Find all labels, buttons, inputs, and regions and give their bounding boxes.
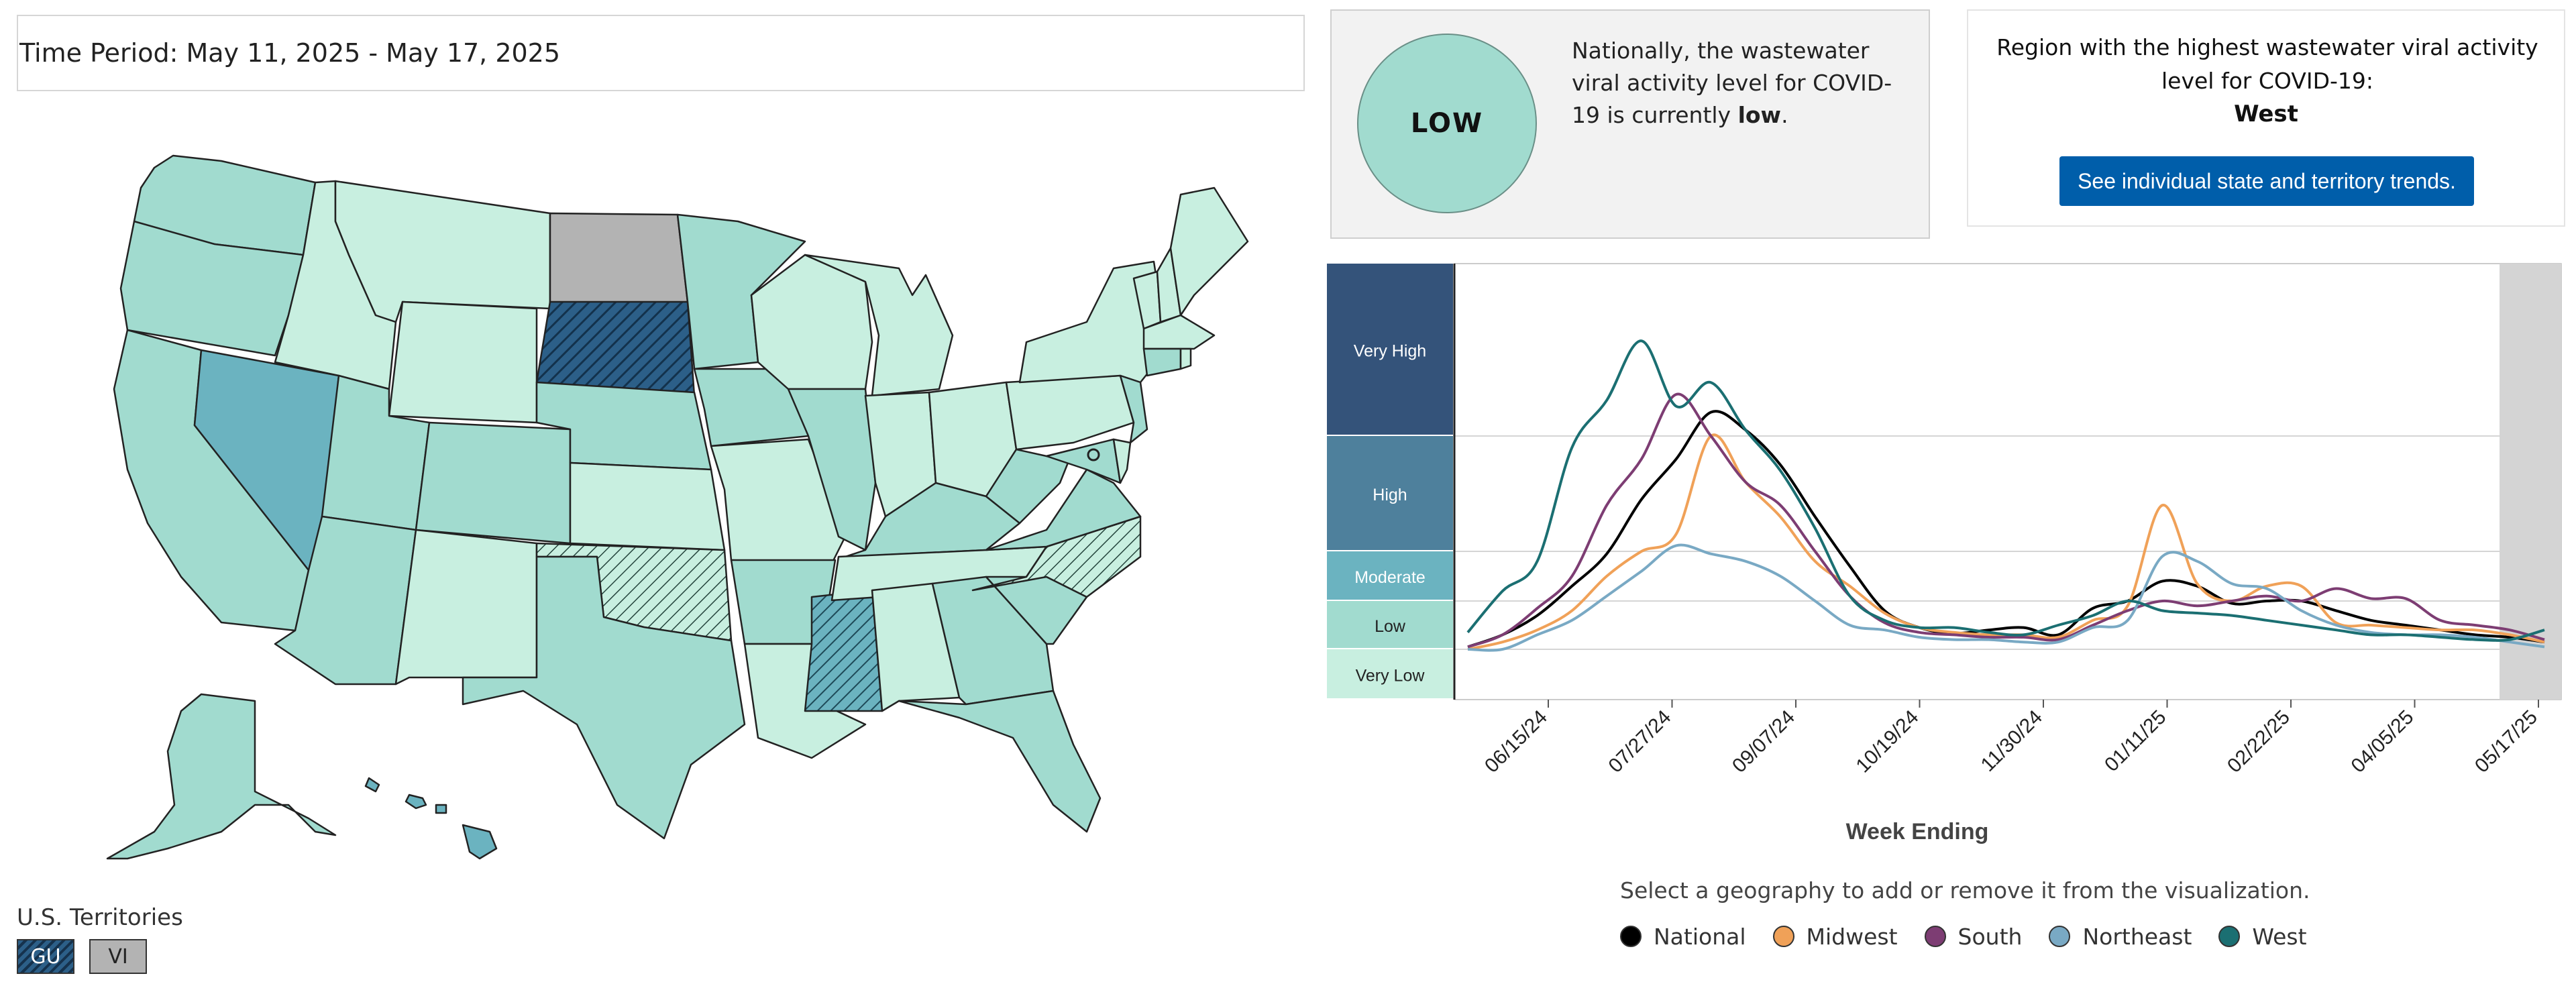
legend-label-south: South (1957, 923, 2023, 950)
state-NC[interactable] (971, 515, 1142, 598)
state-AK[interactable] (106, 693, 337, 860)
series-line-west (1466, 339, 2545, 642)
national-level-badge: LOW (1357, 34, 1537, 213)
legend-label-national: National (1654, 923, 1746, 950)
state-NJ[interactable] (1119, 374, 1148, 444)
series-line-national (1467, 410, 2545, 649)
legend-midwest[interactable]: Midwest (1772, 923, 1898, 950)
x-tick-label-1: 07/27/24 (1605, 706, 1676, 777)
x-tick-label-0: 06/15/24 (1481, 706, 1552, 777)
legend-label-midwest: Midwest (1806, 923, 1898, 950)
state-AL[interactable] (871, 582, 961, 712)
territories-label: U.S. Territories (17, 904, 183, 931)
x-tick-label-3: 10/19/24 (1852, 706, 1923, 777)
territory-gu[interactable]: GU (17, 939, 74, 974)
legend-dot-west (2218, 926, 2241, 947)
state-KS[interactable] (569, 461, 726, 551)
state-DE[interactable] (1112, 438, 1132, 484)
state-SD[interactable] (535, 300, 696, 397)
region-name: West (2234, 101, 2298, 127)
state-OR[interactable] (119, 220, 305, 357)
state-RI[interactable] (1179, 347, 1192, 370)
state-CT[interactable] (1142, 347, 1182, 377)
state-HI[interactable] (364, 777, 498, 860)
x-tick-label-4: 11/30/24 (1977, 706, 2047, 776)
state-CO[interactable] (415, 421, 572, 545)
state-MA[interactable] (1142, 314, 1216, 350)
series-line-south (1467, 392, 2545, 649)
current-week-shade (2500, 264, 2561, 700)
national-level-period: . (1781, 102, 1788, 128)
national-level-panel: LOW Nationally, the wastewater viral act… (1330, 9, 1930, 239)
state-TX[interactable] (462, 555, 746, 840)
level-band-label-2: Moderate (1354, 568, 1426, 587)
x-tick-label-6: 02/22/25 (2223, 706, 2294, 777)
legend-west[interactable]: West (2218, 923, 2307, 950)
trend-chart: Very High High Moderate Low Very Low 06/15/24… (1327, 263, 2562, 844)
state-trends-button[interactable]: See individual state and territory trend… (2059, 156, 2474, 206)
x-tick-label-8: 05/17/25 (2471, 706, 2542, 777)
state-FL[interactable] (898, 690, 1102, 833)
legend-dot-midwest (1772, 926, 1794, 947)
level-band-label-1: High (1373, 486, 1407, 504)
time-period-label: Time Period: May 11, 2025 - May 17, 2025 (17, 15, 1305, 91)
national-level-word: low (1737, 102, 1782, 128)
national-level-sentence: Nationally, the wastewater viral activit… (1572, 38, 1892, 128)
legend-dot-northeast (2049, 926, 2071, 947)
territory-vi[interactable]: VI (89, 939, 147, 974)
dc-marker[interactable] (1087, 448, 1100, 461)
legend-dot-south (1924, 926, 1946, 947)
level-band-label-4: Very Low (1356, 667, 1426, 686)
legend-south[interactable]: South (1924, 923, 2023, 950)
region-text: Region with the highest wastewater viral… (1996, 34, 2538, 94)
level-band-label-3: Low (1375, 617, 1406, 636)
level-band-3 (1327, 601, 1453, 648)
national-level-text: Nationally, the wastewater viral activit… (1572, 35, 1914, 131)
chart-legend: National Midwest South Northeast West (1620, 923, 2334, 950)
legend-dot-national (1620, 926, 1642, 947)
x-tick-label-2: 09/07/24 (1728, 706, 1799, 777)
x-axis-title: Week Ending (1846, 819, 1989, 844)
level-band-2 (1327, 551, 1453, 600)
legend-label-west: West (2252, 923, 2307, 950)
state-MI[interactable] (804, 254, 954, 397)
legend-label-northeast: Northeast (2082, 923, 2192, 950)
state-ND[interactable] (549, 212, 689, 310)
us-map (106, 154, 1249, 860)
state-ME[interactable] (1169, 186, 1249, 317)
level-band-4 (1327, 649, 1453, 698)
legend-national[interactable]: National (1620, 924, 1746, 950)
state-VA[interactable] (985, 468, 1142, 551)
level-band-0 (1327, 264, 1453, 435)
state-PA[interactable] (1005, 374, 1135, 451)
x-tick-label-7: 04/05/25 (2347, 706, 2418, 777)
region-panel: Region with the highest wastewater viral… (1967, 9, 2565, 227)
level-band-1 (1327, 436, 1453, 550)
level-band-label-0: Very High (1354, 342, 1426, 361)
state-WY[interactable] (388, 300, 538, 424)
helper-text: Select a geography to add or remove it f… (1620, 877, 2310, 904)
state-NM[interactable] (394, 529, 538, 686)
x-tick-label-5: 01/11/25 (2100, 706, 2170, 776)
legend-northeast[interactable]: Northeast (2049, 924, 2192, 950)
series-line-northeast (1467, 543, 2545, 652)
state-MS[interactable] (804, 589, 883, 712)
